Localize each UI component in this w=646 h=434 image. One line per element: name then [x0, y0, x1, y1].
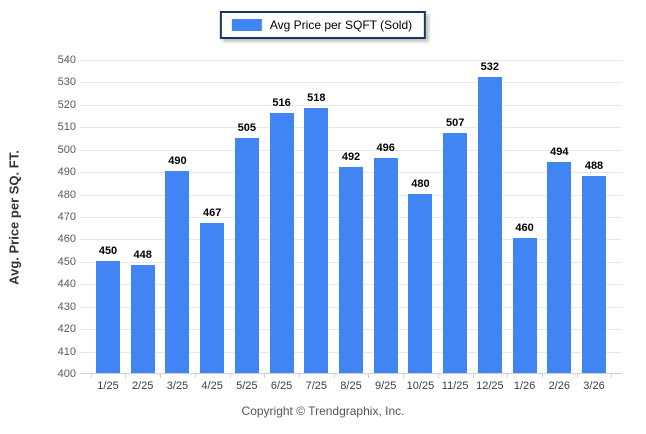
x-axis-tick-mark	[507, 374, 509, 378]
x-axis-tick-mark	[333, 374, 335, 378]
bar-value-label: 448	[133, 249, 152, 262]
x-axis-tick-mark	[437, 374, 439, 378]
y-tick-label: 490	[57, 166, 76, 179]
bar	[200, 222, 225, 373]
gridline	[80, 60, 622, 61]
x-tick-label: 12/25	[476, 380, 504, 392]
bar	[512, 238, 537, 373]
y-tick-label: 480	[57, 188, 76, 201]
y-tick-label: 500	[57, 143, 76, 156]
y-axis-title: Avg. Price per SQ. FT.	[6, 150, 22, 285]
bar-value-label: 467	[202, 206, 222, 219]
legend-swatch	[231, 19, 262, 31]
bar	[269, 112, 294, 373]
y-tick-label: 530	[57, 76, 76, 89]
bar	[443, 133, 468, 373]
x-axis-tick-mark	[160, 374, 162, 378]
y-tick-label: 450	[57, 255, 76, 268]
x-axis-tick-mark	[576, 374, 578, 378]
bar	[130, 265, 155, 373]
gridline	[80, 149, 622, 151]
y-tick-label: 430	[57, 300, 76, 313]
bar	[234, 137, 259, 373]
gridline	[80, 82, 622, 84]
x-axis-tick-labels: 1/25 2/25 3/25 4/25 5/25 6/25 7/25 8/25 9/25 10/2…	[80, 380, 622, 396]
y-tick-label: 470	[57, 211, 76, 223]
x-axis-tick-mark	[125, 374, 127, 378]
x-axis-tick-mark	[611, 374, 613, 378]
y-tick-label: 460	[57, 233, 76, 246]
x-axis-tick-mark	[298, 374, 300, 378]
x-axis-tick-mark	[90, 374, 92, 378]
x-axis-tick-mark	[541, 374, 543, 378]
x-tick-label: 8/25	[340, 380, 362, 392]
bar-value-label: 516	[272, 96, 291, 109]
bar-value-label: 490	[168, 155, 187, 168]
x-tick-label: 6/25	[270, 380, 293, 392]
bar-value-label: 460	[515, 222, 534, 235]
plot-area: 450 448 490 467 505 516 518 492 496 480 507 532 460 4…	[80, 60, 622, 378]
x-tick-label: 11/25	[441, 380, 469, 392]
x-axis-tick-mark	[368, 374, 370, 378]
y-tick-label: 400	[57, 368, 76, 380]
y-tick-label: 410	[57, 345, 76, 358]
bar	[165, 171, 190, 373]
legend: Avg Price per SQFT (Sold)	[219, 11, 427, 39]
x-axis-tick-mark	[194, 374, 196, 378]
copyright-footer: Copyright © Trendgraphix, Inc.	[241, 404, 405, 418]
x-tick-label: 1/25	[97, 380, 119, 392]
x-tick-label: 7/25	[305, 380, 327, 392]
gridline	[80, 104, 622, 106]
bar	[373, 157, 398, 373]
bar-value-label: 507	[445, 117, 465, 130]
x-tick-label: 3/25	[166, 380, 189, 392]
bar-value-label: 488	[584, 159, 604, 172]
legend-label: Avg Price per SQFT (Sold)	[269, 18, 413, 32]
y-axis-tick-labels: 400 410 420 430 440 450 460 470 480 490 500 510 520 5…	[38, 54, 76, 380]
bar-value-label: 450	[98, 244, 118, 257]
bar	[582, 175, 606, 373]
x-tick-label: 9/25	[374, 380, 397, 392]
y-tick-label: 420	[57, 323, 76, 336]
bar-value-label: 532	[480, 60, 500, 73]
y-tick-label: 510	[57, 121, 76, 134]
x-tick-label: 2/25	[131, 380, 154, 392]
bar-value-label: 492	[341, 150, 361, 163]
x-tick-label: 2/26	[548, 380, 570, 392]
x-tick-label: 10/25	[406, 380, 435, 392]
bar-value-label: 480	[411, 177, 430, 190]
x-axis-tick-mark	[229, 374, 231, 378]
bar	[477, 76, 502, 373]
gridline	[80, 127, 622, 129]
x-tick-label: 4/25	[201, 380, 223, 392]
bar	[547, 162, 572, 373]
y-tick-label: 540	[57, 54, 76, 66]
y-tick-label: 440	[57, 278, 76, 291]
x-axis-tick-mark	[472, 374, 474, 378]
x-tick-label: 1/26	[513, 380, 536, 392]
bar	[339, 166, 363, 373]
bar	[304, 108, 329, 373]
bar-value-label: 505	[237, 121, 257, 134]
bar-value-label: 496	[376, 141, 395, 154]
x-tick-label: 3/26	[583, 380, 605, 392]
bar-value-label: 518	[307, 92, 326, 105]
bar	[408, 193, 433, 373]
x-axis-tick-mark	[264, 374, 266, 378]
bar	[96, 260, 120, 373]
y-tick-label: 520	[57, 98, 76, 111]
bar-value-label: 494	[550, 146, 569, 159]
x-axis-tick-mark	[403, 374, 405, 378]
x-tick-label: 5/25	[236, 380, 258, 392]
